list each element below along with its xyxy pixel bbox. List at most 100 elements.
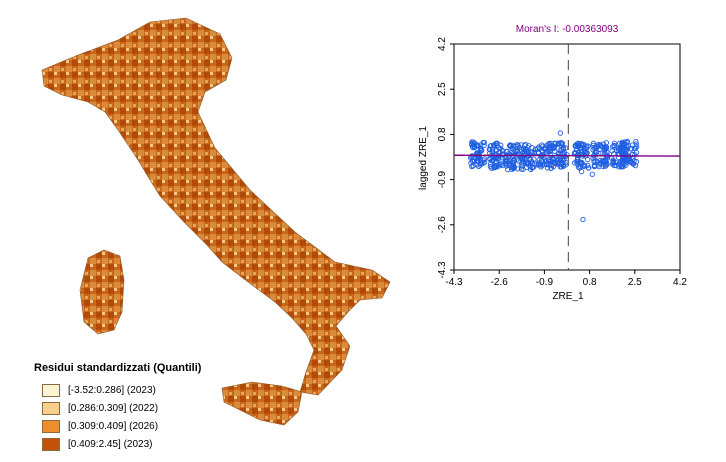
plot-area: -4.3 -2.6 -0.9 0.8 2.5 4.2 -4.3 -2.6 -0.9 0.8 2.5 4…	[437, 37, 687, 288]
map-legend: Residui standardizzati (Quantili) [-3.52…	[34, 362, 201, 453]
scatter-point	[592, 158, 598, 164]
regression-line	[453, 154, 681, 157]
scatter-point	[545, 158, 552, 164]
legend-item: [0.309:0.409] (2026)	[42, 417, 201, 435]
scatter-point	[578, 159, 584, 166]
scatter-point	[576, 165, 583, 171]
scatter-point	[603, 158, 609, 164]
scatter-point	[528, 166, 534, 173]
scatter-point	[632, 162, 639, 169]
y-tick-label: 4.2	[437, 37, 448, 51]
scatter-point	[549, 143, 555, 149]
scatter-point	[595, 143, 601, 149]
scatter-point	[633, 138, 639, 145]
scatter-point	[629, 151, 636, 158]
legend-label: [0.286:0.309] (2022)	[68, 402, 159, 414]
scatter-point	[499, 151, 505, 157]
scatter-point	[623, 162, 629, 168]
legend-item: [-3.52:0.286] (2023)	[42, 381, 201, 399]
scatter-point	[581, 163, 587, 170]
legend-item: [0.286:0.309] (2022)	[42, 399, 201, 417]
scatter-point	[536, 144, 542, 150]
scatter-point	[518, 166, 524, 172]
legend-swatch	[42, 401, 60, 415]
sicily-island	[221, 381, 303, 426]
scatter-point	[625, 154, 632, 160]
scatter-point	[487, 161, 494, 167]
scatter-point	[578, 168, 585, 175]
scatter-point	[514, 148, 521, 154]
scatter-point	[560, 145, 566, 152]
scatter-point	[499, 147, 505, 153]
scatter-point	[469, 139, 475, 145]
scatter-point	[504, 166, 511, 173]
scatter-point	[611, 142, 617, 149]
scatter-point	[559, 140, 566, 147]
scatter-point	[504, 158, 510, 165]
x-tick-label: 0.8	[583, 277, 597, 288]
scatter-point	[586, 165, 592, 171]
legend-label: [0.309:0.409] (2026)	[68, 420, 159, 432]
scatter-point	[562, 145, 569, 151]
scatter-point	[506, 143, 513, 149]
scatter-point	[621, 151, 627, 158]
y-tick-label: -4.3	[437, 261, 448, 279]
moran-title: Moran's I: -0.00363093	[516, 24, 619, 35]
legend-label: [0.409:2.45] (2023)	[68, 438, 153, 450]
scatter-point	[592, 163, 598, 169]
legend-swatch	[42, 383, 60, 397]
scatter-point	[575, 142, 581, 149]
sardinia-island	[79, 249, 125, 335]
scatter-point	[527, 156, 534, 163]
y-tick-label: -2.6	[437, 216, 448, 234]
scatter-point	[475, 143, 482, 149]
scatter-point	[538, 164, 544, 170]
scatter-point	[514, 141, 521, 148]
scatter-point	[480, 160, 486, 166]
y-axis-title: lagged ZRE_1	[418, 126, 429, 190]
scatter-point	[506, 153, 512, 160]
scatter-point	[550, 144, 556, 150]
scatter-point	[601, 144, 607, 150]
scatter-point	[522, 141, 529, 148]
scatter-point	[481, 142, 487, 148]
scatter-point	[469, 163, 475, 170]
scatter-point	[563, 159, 569, 166]
legend-swatch	[42, 419, 60, 433]
scatter-point	[631, 145, 638, 151]
scatter-point	[531, 156, 537, 162]
scatter-point	[491, 142, 497, 149]
scatter-point	[556, 153, 562, 160]
scatter-point	[555, 140, 562, 146]
scatter-point	[527, 160, 533, 167]
scatter-point	[577, 151, 584, 158]
scatter-point	[528, 149, 535, 155]
y-tick-label: -0.9	[437, 171, 448, 189]
scatter-point	[564, 152, 570, 158]
x-tick-label: -4.3	[445, 277, 463, 288]
scatter-point	[610, 157, 616, 163]
scatter-point	[589, 171, 595, 177]
legend-swatch	[42, 437, 60, 451]
scatter-point	[481, 157, 487, 163]
scatter-point	[511, 165, 517, 171]
scatter-point	[493, 151, 499, 157]
x-tick-label: 2.5	[628, 277, 642, 288]
legend-item: [0.409:2.45] (2023)	[42, 435, 201, 453]
scatter-point	[560, 163, 566, 170]
moran-scatterplot: Moran's I: -0.00363093 -4.3 -2.6 -0.9 0.8 2.…	[418, 24, 687, 302]
scatter-point	[492, 164, 498, 171]
scatter-point	[527, 163, 533, 170]
scatter-point	[580, 216, 586, 223]
scatter-point	[555, 156, 562, 163]
scatter-point	[555, 159, 561, 166]
italy-mainland	[41, 17, 391, 396]
scatter-point	[604, 161, 610, 167]
scatter-point	[487, 146, 493, 153]
scatter-point	[613, 162, 619, 169]
scatter-point	[609, 148, 615, 154]
scatter-point	[511, 163, 517, 169]
scatter-point	[597, 160, 603, 167]
x-tick-label: -2.6	[491, 277, 509, 288]
scatter-point	[557, 130, 564, 136]
